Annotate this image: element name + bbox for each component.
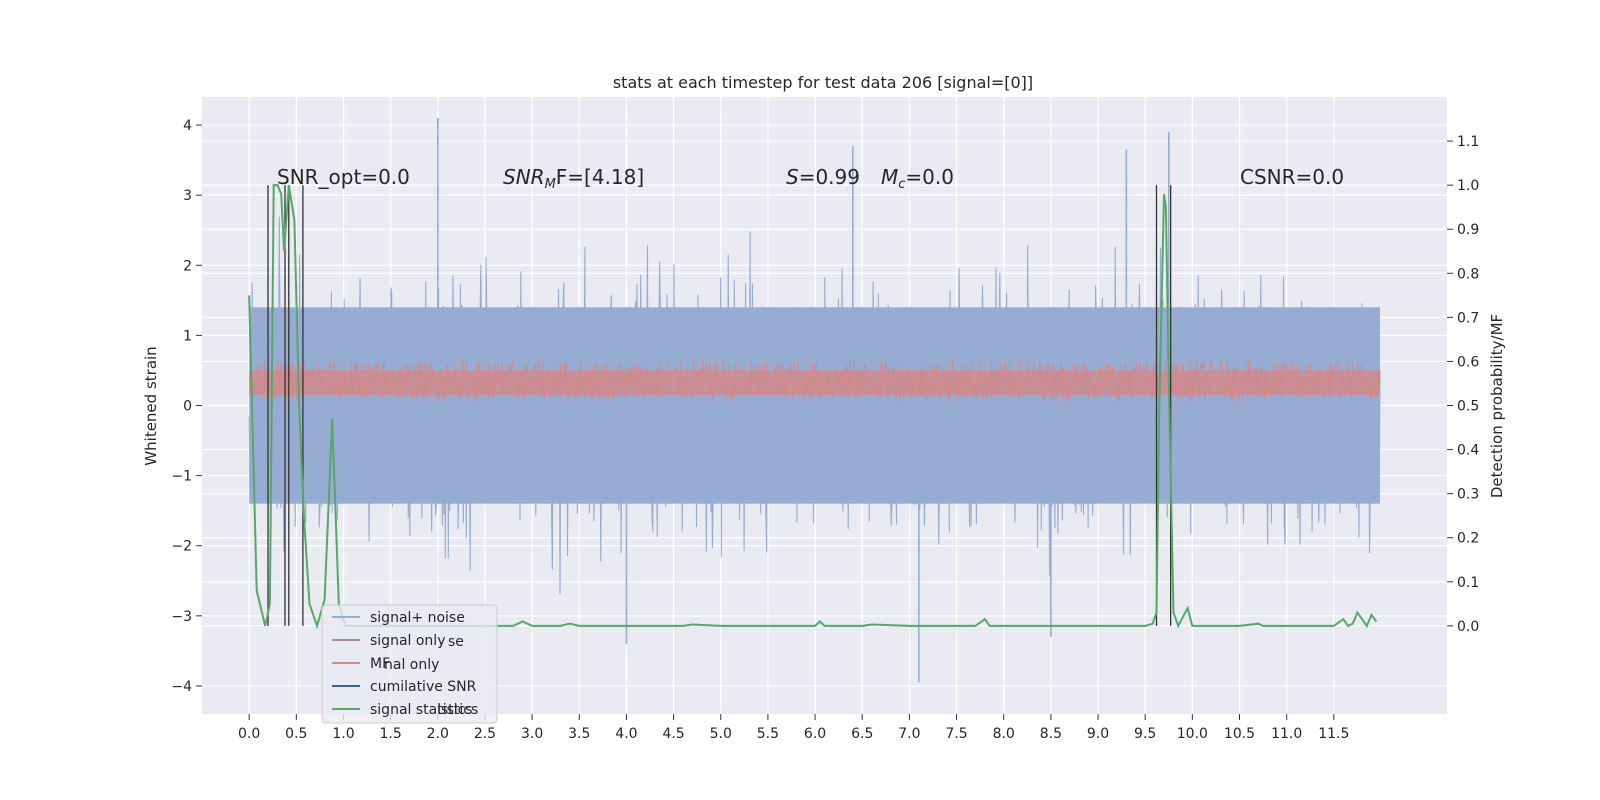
x-tick-label: 11.0: [1271, 726, 1302, 742]
mf-series: [248, 359, 1381, 404]
x-tick-label: 1.0: [332, 726, 354, 742]
x-tick-label: 0.5: [285, 726, 307, 742]
annotation-snr-opt: SNR_opt=0.0: [277, 165, 410, 189]
y-tick-label: 2: [183, 258, 192, 274]
mf-band: [249, 370, 1381, 395]
y-tick-label: −2: [171, 539, 192, 555]
right-y-axis-label: Detection probability/MF: [1488, 314, 1506, 498]
legend-box: [321, 604, 498, 724]
right-y-tick-label: 0.0: [1457, 619, 1479, 635]
x-tick-label: 11.5: [1318, 726, 1349, 742]
signal-statistics-line: [248, 184, 1378, 630]
x-tick-label: 4.5: [662, 726, 684, 742]
x-tick-label: 2.5: [474, 726, 496, 742]
x-tick-label: 10.0: [1177, 726, 1208, 742]
signal-statistics-series: [248, 184, 1378, 630]
right-y-tick-label: 0.6: [1457, 354, 1479, 370]
right-y-tick-label: 1.0: [1457, 178, 1479, 194]
chart-title: stats at each timestep for test data 206…: [613, 73, 1033, 92]
x-tick-label: 5.0: [710, 726, 732, 742]
y-tick-label: 3: [183, 188, 192, 204]
annotation-mc: Mc=0.0: [881, 165, 954, 192]
right-y-tick-label: 0.3: [1457, 487, 1479, 503]
signal-noise-dense-band: [249, 307, 1381, 504]
annotation-snr-mf: SNRMF=[4.18]: [503, 165, 644, 192]
x-tick-label: 7.5: [945, 726, 967, 742]
x-tick-label: 3.5: [568, 726, 590, 742]
right-y-tick-label: 0.1: [1457, 575, 1479, 591]
y-tick-label: −3: [171, 609, 192, 625]
y-tick-label: 4: [183, 118, 192, 134]
x-tick-label: 5.5: [757, 726, 779, 742]
y-tick-label: −4: [171, 679, 192, 695]
legend-label-signal-statistics: signal statistics: [370, 702, 478, 718]
annotation-s: S=0.99: [786, 165, 860, 189]
x-tick-label: 10.5: [1224, 726, 1255, 742]
y-tick-label: −1: [171, 469, 192, 485]
legend-label-mf: MF: [370, 656, 390, 672]
legend-label-signal-noise: signal+ noise: [370, 610, 465, 626]
y-tick-label: 0: [183, 399, 192, 415]
x-tick-label: 8.5: [1040, 726, 1062, 742]
x-tick-label: 0.0: [238, 726, 260, 742]
right-y-tick-label: 0.9: [1457, 222, 1479, 238]
right-y-axis: 1.1 1.0 0.9 0.8 0.7 0.6 0.5 0.4 0.3 0.2 0.1 0.0: [1447, 134, 1479, 635]
x-tick-label: 9.5: [1134, 726, 1156, 742]
x-tick-label: 8.0: [993, 726, 1015, 742]
legend-ghost-2: nal only: [384, 657, 439, 673]
x-tick-label: 9.0: [1087, 726, 1109, 742]
x-tick-label: 6.0: [804, 726, 826, 742]
y-tick-label: 1: [183, 328, 192, 344]
right-y-tick-label: 0.5: [1457, 399, 1479, 415]
right-y-tick-label: 0.8: [1457, 266, 1479, 282]
x-tick-label: 3.0: [521, 726, 543, 742]
x-tick-label: 2.0: [427, 726, 449, 742]
legend: se nal only istics signal+ noise signal …: [321, 604, 498, 724]
legend-ghost-1: se: [448, 634, 464, 650]
right-y-tick-label: 0.2: [1457, 531, 1479, 547]
x-tick-label: 4.0: [615, 726, 637, 742]
x-tick-label: 6.5: [851, 726, 873, 742]
x-tick-label: 7.0: [898, 726, 920, 742]
signal-noise-series: [248, 118, 1381, 683]
cumulative-snr-markers: [267, 185, 1172, 626]
right-y-tick-label: 0.4: [1457, 443, 1479, 459]
x-tick-label: 1.5: [380, 726, 402, 742]
left-y-axis: 4 3 2 1 0 −1 −2 −3 −4: [171, 118, 202, 695]
annotation-csnr: CSNR=0.0: [1240, 165, 1344, 189]
legend-label-cumulative-snr: cumilative SNR: [370, 679, 477, 695]
legend-label-signal-only: signal only: [370, 633, 445, 649]
right-y-tick-label: 0.7: [1457, 310, 1479, 326]
right-y-tick-label: 1.1: [1457, 134, 1479, 150]
legend-ghost-3: istics: [437, 702, 473, 718]
y-axis-label: Whitened strain: [142, 346, 160, 465]
x-axis: 0.0 0.5 1.0 1.5 2.0 2.5 3.0 3.5 4.0 4.5 5.0 5.5 6.0 6…: [238, 714, 1349, 742]
